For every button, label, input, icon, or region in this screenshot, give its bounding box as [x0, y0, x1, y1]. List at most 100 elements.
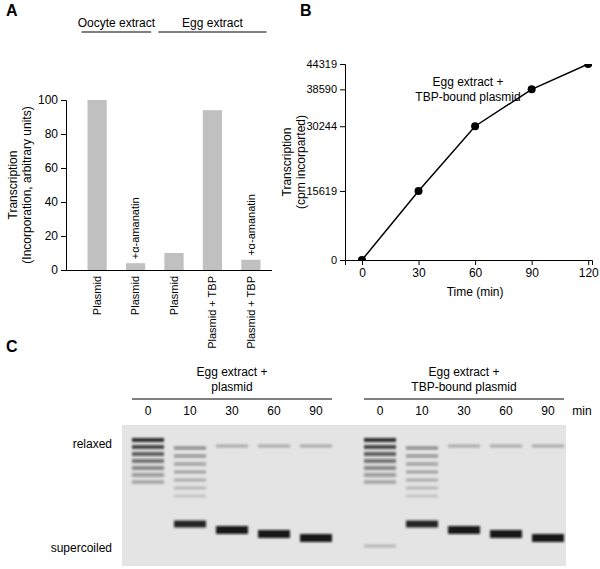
gel-band	[448, 445, 480, 448]
gel-band	[258, 530, 290, 538]
tick-mark	[61, 236, 66, 237]
gel-band	[532, 534, 564, 542]
axis-line	[340, 65, 346, 261]
bar	[203, 110, 222, 270]
tick-label: Plasmid	[168, 276, 180, 315]
axis-line	[66, 270, 272, 271]
panel-c: C010306090Egg extract +plasmid010306090E…	[6, 338, 592, 566]
axis-line	[61, 101, 67, 271]
tick-label: Plasmid	[91, 276, 103, 315]
annotation: TBP-bound plasmid	[415, 90, 520, 104]
gel-band	[406, 495, 438, 498]
x-axis: PlasmidPlasmidPlasmidPlasmid + TBPPlasmi…	[66, 270, 272, 349]
bar-annotation: +α-amanatin	[129, 197, 141, 259]
panel-letter: B	[300, 2, 312, 19]
gel-band	[364, 459, 396, 463]
group-labels: Oocyte extractEgg extract	[78, 16, 267, 32]
annotation: Egg extract +	[432, 75, 503, 89]
tick: 30244	[306, 120, 345, 132]
tick-mark	[419, 260, 420, 265]
tick-mark	[340, 64, 345, 65]
gel-band	[132, 438, 164, 442]
gel-band	[406, 471, 438, 474]
tick-label: Plasmid	[129, 276, 141, 315]
tick-mark	[362, 260, 363, 265]
tick-label: 30244	[306, 120, 337, 132]
tick-label: 80	[45, 127, 59, 141]
tick-mark	[340, 260, 345, 261]
tick-mark	[340, 191, 345, 192]
group-label: TBP-bound plasmid	[411, 380, 516, 394]
tick-label: 0	[359, 266, 366, 280]
marker	[415, 187, 423, 195]
group-label: Egg extract +	[196, 365, 267, 379]
gel-band	[174, 471, 206, 474]
gel-band	[258, 445, 290, 448]
gel-band	[364, 466, 396, 470]
y-axis-title: (cpm incorparted)	[294, 115, 308, 209]
lane-label: 90	[309, 404, 323, 418]
tick: 120	[579, 260, 599, 280]
tick-label: 60	[45, 161, 59, 175]
tick: 80	[45, 127, 66, 141]
tick-label: 20	[45, 229, 59, 243]
gel-band	[300, 445, 332, 448]
gel-band	[448, 526, 480, 534]
gel-band	[174, 479, 206, 482]
tick: 60	[45, 161, 66, 175]
tick: 0	[331, 254, 345, 266]
series	[358, 64, 592, 260]
axis-line	[346, 261, 593, 266]
tick-label: Plasmid + TBP	[206, 276, 218, 349]
panel-letter: C	[6, 338, 18, 355]
tick-mark	[61, 202, 66, 203]
x-axis: 0306090120	[346, 260, 600, 280]
tick-label: 120	[579, 266, 599, 280]
gel-band	[406, 447, 438, 450]
gel-band	[174, 495, 206, 498]
tick: 30	[412, 260, 426, 280]
tick-mark	[340, 126, 345, 127]
category-tick: Plasmid	[129, 270, 141, 315]
group-bracket	[158, 32, 266, 33]
lane-label: 0	[145, 404, 152, 418]
tick-label: 90	[525, 266, 539, 280]
marker	[358, 256, 366, 260]
gel-band	[132, 480, 164, 484]
gel-band	[216, 445, 248, 448]
tick-label: 0	[51, 263, 58, 277]
gel-band	[364, 473, 396, 477]
gel-band	[490, 530, 522, 538]
tick-mark	[61, 168, 66, 169]
gel-band	[132, 473, 164, 477]
tick-label: 38590	[306, 83, 337, 95]
tick-label: 40	[45, 195, 59, 209]
y-axis-title: (Incorporation, arbitrary units)	[20, 106, 34, 263]
gel-band	[174, 487, 206, 490]
gel-band	[300, 534, 332, 542]
y-axis: 0 20 40 60 80 100	[38, 93, 67, 277]
gel-band	[364, 438, 396, 442]
tick-label: 0	[331, 254, 337, 266]
lane-label: 60	[267, 404, 281, 418]
group-bracket	[364, 399, 564, 400]
gel-band	[364, 545, 396, 548]
gel-band	[490, 445, 522, 448]
tick: 20	[45, 229, 66, 243]
category-tick: Plasmid	[168, 270, 180, 315]
x-axis-title: Time (min)	[447, 285, 504, 299]
lane-unit: min	[572, 404, 591, 418]
group-bracket	[82, 32, 152, 33]
gel-bands	[132, 438, 564, 548]
panel-b: B0156193024438590443190306090120Egg extr…	[280, 2, 599, 299]
lane-label: 60	[499, 404, 513, 418]
gel	[122, 425, 566, 566]
tick: 100	[38, 93, 66, 107]
bar-annotation: +α-amanatin	[245, 194, 257, 256]
lane-label: 90	[541, 404, 555, 418]
panel-a: A020406080100PlasmidPlasmidPlasmidPlasmi…	[6, 2, 272, 349]
gel-band	[532, 445, 564, 448]
group-label: Oocyte extract	[78, 16, 156, 30]
tick-mark	[61, 134, 66, 135]
gel-band	[406, 463, 438, 466]
